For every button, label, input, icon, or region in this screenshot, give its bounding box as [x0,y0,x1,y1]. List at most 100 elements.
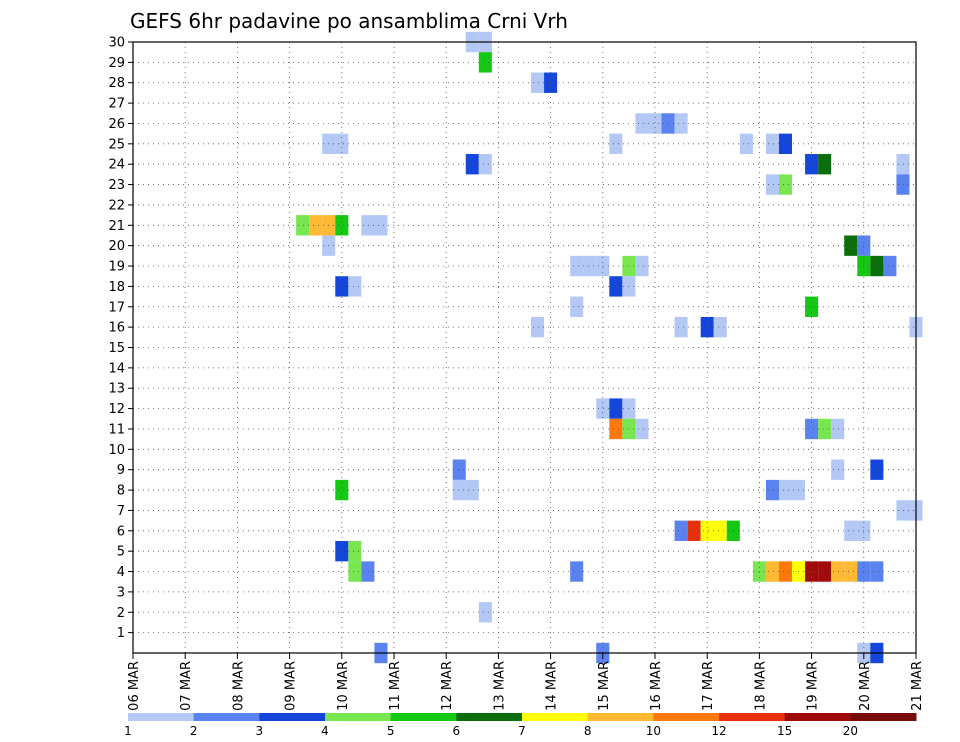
precip-cell [805,296,819,317]
legend-label: 6 [453,724,461,738]
precip-cell [713,316,727,338]
chart-title: GEFS 6hr padavine po ansamblima Crni Vrh [130,9,568,33]
precip-cell [531,72,545,93]
legend-swatch [390,713,457,721]
precip-cell [335,540,349,562]
precip-cell [635,255,649,277]
y-tick-label: 13 [108,382,125,397]
x-tick-label: 08 MAR [231,661,246,711]
precip-cell [674,113,688,134]
y-tick-label: 25 [108,137,125,152]
precip-cell [818,561,832,582]
precip-cell [596,255,610,277]
x-tick-label: 18 MAR [753,661,768,711]
precip-cell [361,215,375,236]
precip-cell [765,561,779,582]
y-tick-label: 8 [117,484,125,499]
legend-label: 15 [777,724,792,738]
precip-cell [596,398,610,419]
precip-cell [296,215,310,236]
precip-cell [674,316,688,338]
precip-cell [896,174,910,195]
precip-cell [844,520,858,541]
precip-cell [335,479,349,501]
y-tick-label: 11 [108,422,125,437]
y-tick-label: 27 [108,97,125,112]
precip-cell [478,602,492,623]
legend-swatch [522,713,589,721]
precip-cell [648,113,662,134]
legend-label: 1 [124,724,132,738]
precip-cell [478,154,492,175]
legend-swatch [128,713,195,721]
precip-cell [361,561,375,582]
x-tick-label: 14 MAR [545,661,560,711]
y-tick-label: 4 [117,565,125,580]
y-tick-label: 12 [108,402,125,417]
y-tick-label: 18 [108,280,125,295]
y-tick-label: 21 [108,219,125,234]
x-tick-label: 15 MAR [597,661,612,711]
y-tick-label: 17 [108,300,125,315]
precip-cell [452,479,466,501]
legend-label: 12 [711,724,726,738]
precip-cell [818,418,832,440]
precip-cell [570,296,584,317]
legend-label: 8 [584,724,592,738]
precip-cell [570,255,584,277]
y-tick-label: 10 [108,443,125,458]
precip-cell [335,276,349,297]
precip-cell [713,520,727,541]
y-tick-label: 28 [108,76,125,91]
legend-label: 7 [518,724,526,738]
precip-cell [374,215,388,236]
legend-swatch [587,713,654,721]
legend-swatch [719,713,786,721]
legend-swatch [456,713,523,721]
precip-cell [348,276,362,297]
legend-swatch [259,713,326,721]
x-tick-label: 20 MAR [858,661,873,711]
legend-label: 10 [646,724,661,738]
precip-cell [348,540,362,562]
precip-cell [335,133,349,155]
precip-cell [465,154,479,175]
precip-cell [478,52,492,73]
y-tick-label: 9 [117,463,125,478]
y-tick-label: 26 [108,117,125,132]
precip-cell [635,418,649,440]
precip-cell [831,459,845,480]
precip-cell [805,154,819,175]
precip-cell [778,561,793,582]
y-tick-label: 19 [108,260,125,275]
precip-cell [818,154,832,175]
precip-cell [896,500,910,521]
precip-cell [335,215,349,236]
precip-cell [609,418,623,440]
x-tick-label: 21 MAR [910,661,925,711]
precip-cell [452,459,466,480]
precip-cell [674,520,688,541]
y-tick-label: 7 [117,504,125,519]
precip-cell [870,255,884,277]
color-legend: 1 2 3 4 5 6 7 8 10 12 15 20 [124,713,917,738]
y-axis: 1234567891011121314151617181920212223242… [108,36,133,641]
legend-swatch [653,713,720,721]
y-tick-label: 3 [117,585,125,600]
precip-cell [752,561,766,582]
precip-cell [778,479,793,501]
legend-label: 20 [843,724,858,738]
legend-swatch [193,713,260,721]
legend-swatch [325,713,392,721]
legend-label: 3 [256,724,264,738]
precip-cell [778,133,793,155]
y-tick-label: 5 [117,545,125,560]
precip-cell [700,520,714,541]
x-tick-label: 19 MAR [806,661,821,711]
precip-cell [883,255,897,277]
x-tick-label: 12 MAR [440,661,455,711]
y-tick-label: 24 [108,158,125,173]
x-tick-label: 16 MAR [649,661,664,711]
y-tick-label: 22 [108,198,125,213]
precip-cell [831,561,845,582]
